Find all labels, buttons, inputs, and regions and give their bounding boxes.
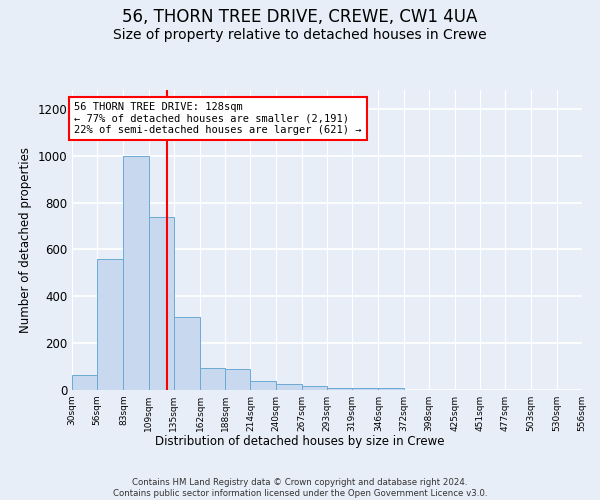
Text: 56, THORN TREE DRIVE, CREWE, CW1 4UA: 56, THORN TREE DRIVE, CREWE, CW1 4UA <box>122 8 478 26</box>
Bar <box>97 259 124 390</box>
Text: 56 THORN TREE DRIVE: 128sqm
← 77% of detached houses are smaller (2,191)
22% of : 56 THORN TREE DRIVE: 128sqm ← 77% of det… <box>74 102 361 135</box>
Text: Size of property relative to detached houses in Crewe: Size of property relative to detached ho… <box>113 28 487 42</box>
Bar <box>327 388 352 390</box>
Text: Contains HM Land Registry data © Crown copyright and database right 2024.
Contai: Contains HM Land Registry data © Crown c… <box>113 478 487 498</box>
Bar <box>200 368 225 390</box>
Bar <box>124 156 149 390</box>
Bar <box>225 369 250 390</box>
Bar <box>275 384 302 390</box>
Bar <box>149 216 174 390</box>
Bar <box>379 388 404 390</box>
Bar <box>352 388 379 390</box>
Bar <box>250 380 275 390</box>
Bar <box>174 318 200 390</box>
Bar <box>302 386 327 390</box>
Bar <box>72 375 97 390</box>
Y-axis label: Number of detached properties: Number of detached properties <box>19 147 32 333</box>
Text: Distribution of detached houses by size in Crewe: Distribution of detached houses by size … <box>155 435 445 448</box>
